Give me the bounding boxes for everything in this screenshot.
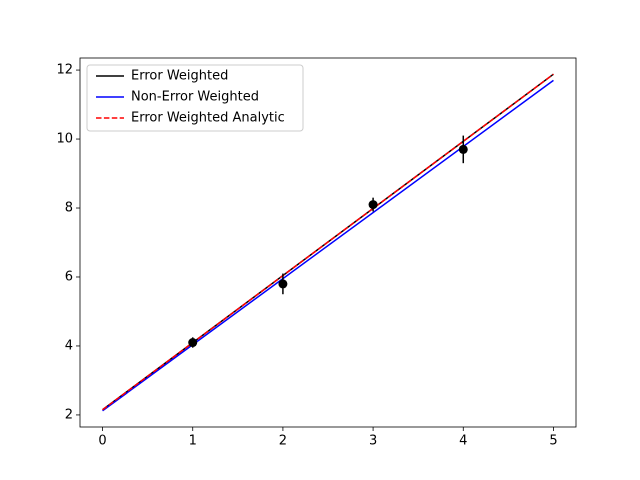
- x-tick-label: 2: [279, 434, 287, 449]
- y-tick-label: 10: [56, 132, 73, 147]
- y-tick-label: 2: [65, 407, 73, 422]
- data-point: [458, 144, 468, 154]
- fit-line: [102, 73, 554, 411]
- data-point: [188, 338, 198, 348]
- legend-label: Error Weighted Analytic: [131, 111, 285, 126]
- y-tick-label: 6: [65, 269, 73, 284]
- fit-line: [102, 79, 554, 412]
- x-tick-label: 3: [369, 434, 377, 449]
- legend-label: Error Weighted: [131, 69, 228, 84]
- y-tick-label: 4: [65, 338, 73, 353]
- legend-label: Non-Error Weighted: [131, 90, 259, 105]
- y-tick-label: 12: [56, 63, 73, 78]
- x-tick-label: 1: [189, 434, 197, 449]
- y-tick-label: 8: [65, 201, 73, 216]
- x-tick-label: 5: [549, 434, 557, 449]
- axes-frame: [79, 57, 577, 428]
- x-tick-label: 4: [459, 434, 467, 449]
- legend-box: [86, 64, 304, 132]
- x-tick-label: 0: [98, 434, 106, 449]
- data-point: [278, 279, 288, 289]
- data-point: [368, 200, 378, 210]
